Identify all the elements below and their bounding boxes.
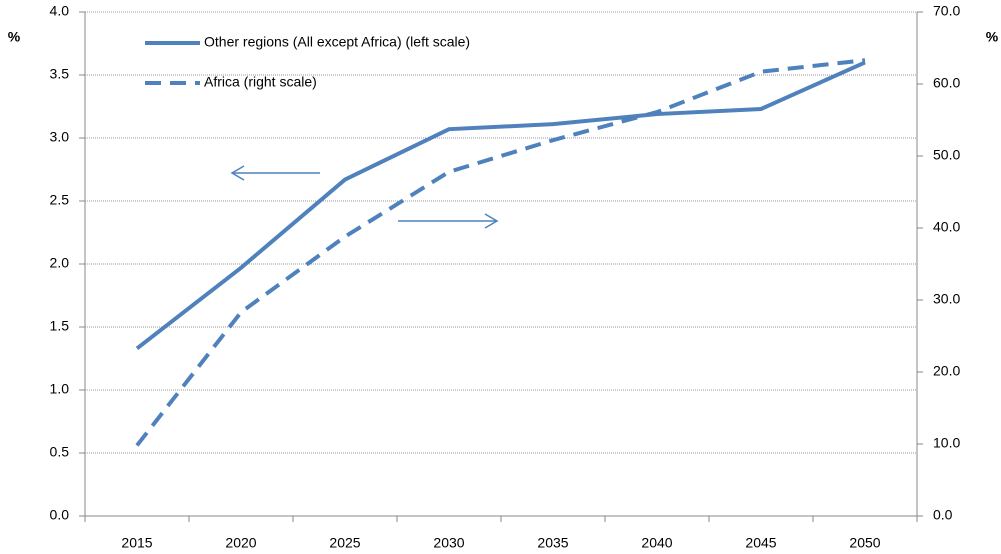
legend-label: Africa (right scale) [204,74,317,90]
x-tick-label: 2035 [537,535,568,551]
x-tick-label: 2045 [745,535,776,551]
x-tick-label: 2020 [225,535,256,551]
y-tick-label: 0.5 [50,444,70,460]
series-line [135,60,866,351]
x-tick-label: 2050 [849,535,880,551]
arrow-right [398,213,499,229]
y-tick-label: 1.0 [50,381,70,397]
y-tick-label: 0.0 [50,507,70,523]
y2-tick-label: 0.0 [933,507,953,523]
x-tick-label: 2025 [329,535,360,551]
y-axis-label: % [8,29,21,45]
y2-tick-label: 60.0 [933,75,960,91]
series-line [135,58,866,447]
y-tick-label: 3.5 [50,66,70,82]
y2-tick-label: 30.0 [933,291,960,307]
y-tick-label: 2.5 [50,192,70,208]
y2-tick-label: 20.0 [933,363,960,379]
y-tick-label: 4.0 [50,3,70,19]
legend-label: Other regions (All except Africa) (left … [204,34,470,50]
x-tick-label: 2040 [641,535,672,551]
y2-tick-label: 40.0 [933,219,960,235]
arrow-left [230,165,320,181]
y-tick-label: 1.5 [50,318,70,334]
y2-axis-label: % [986,29,999,45]
y-tick-label: 3.0 [50,129,70,145]
y2-tick-label: 70.0 [933,3,960,19]
y-tick-label: 2.0 [50,255,70,271]
x-tick-label: 2030 [433,535,464,551]
y2-tick-label: 50.0 [933,147,960,163]
x-tick-label: 2015 [121,535,152,551]
y2-tick-label: 10.0 [933,435,960,451]
